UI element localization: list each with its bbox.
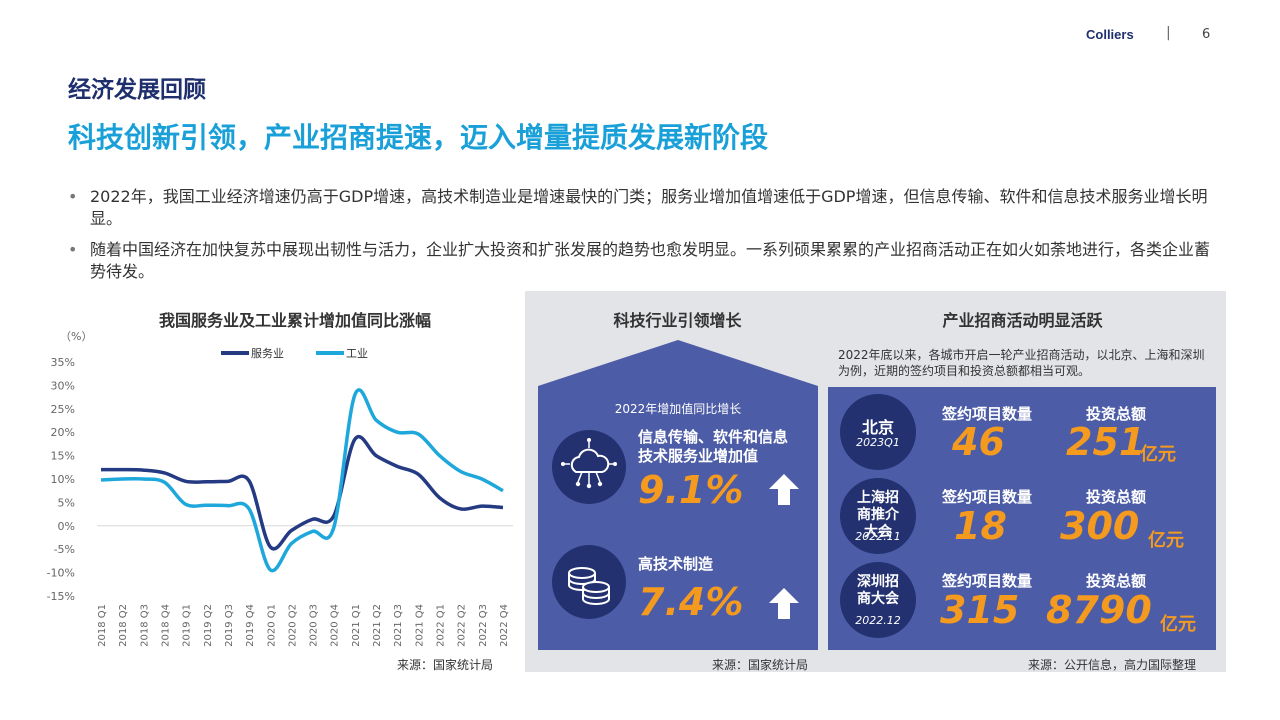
y-tick-label: 30% xyxy=(51,379,75,392)
amount-unit: 亿元 xyxy=(1140,444,1176,465)
y-tick-label: -15% xyxy=(47,590,75,603)
tech-panel-title: 科技行业引领增长 xyxy=(613,311,742,330)
x-tick-label: 2021 Q2 xyxy=(372,604,383,647)
y-tick-label: 35% xyxy=(51,356,75,369)
city-date: 2022.12 xyxy=(855,614,901,627)
y-tick-label: 15% xyxy=(51,450,75,463)
x-tick-label: 2019 Q2 xyxy=(203,604,214,647)
tech-item-value: 7.4% xyxy=(638,580,744,624)
amount-value: 8790 xyxy=(1046,588,1152,632)
projects-label: 签约项目数量 xyxy=(942,572,1033,590)
amount-label: 投资总额 xyxy=(1086,572,1147,590)
city-date: 2022.11 xyxy=(855,530,901,543)
tech-item-label: 高技术制造 xyxy=(638,555,714,573)
projects-label: 签约项目数量 xyxy=(942,405,1033,423)
headline: 科技创新引领，产业招商提速，迈入增量提质发展新阶段 xyxy=(68,121,769,154)
chart-title: 我国服务业及工业累计增加值同比涨幅 xyxy=(158,311,431,330)
x-tick-label: 2022 Q4 xyxy=(499,604,510,647)
amount-value: 251 xyxy=(1066,420,1146,464)
line-chart: （%） 35% 30% 25% 20% 15% 10% 5% 0% -5% -10% -15% 2018… xyxy=(47,330,513,647)
invest-source: 来源：公开信息，高力国际整理 xyxy=(1028,658,1197,672)
x-tick-label: 2020 Q3 xyxy=(309,604,320,647)
x-tick-label: 2019 Q3 xyxy=(224,604,235,647)
x-tick-label: 2021 Q4 xyxy=(414,604,425,647)
x-tick-label: 2021 Q1 xyxy=(351,604,362,647)
projects-label: 签约项目数量 xyxy=(942,488,1033,506)
bullet-item: 2022年，我国工业经济增速仍高于GDP增速，高技术制造业是增速最快的门类；服务… xyxy=(68,186,1218,230)
up-arrow-icon xyxy=(769,474,799,505)
legend-label: 工业 xyxy=(346,347,368,360)
x-tick-label: 2018 Q3 xyxy=(139,604,150,647)
projects-value: 18 xyxy=(954,504,1007,548)
y-tick-label: 0% xyxy=(58,520,75,533)
x-tick-label: 2022 Q3 xyxy=(478,604,489,647)
amount-value: 300 xyxy=(1060,504,1140,548)
invest-desc: 2022年底以来，各城市开启一轮产业招商活动，以北京、上海和深圳为例，近期的签约… xyxy=(838,348,1205,378)
amount-unit: 亿元 xyxy=(1148,530,1184,551)
coins-icon xyxy=(552,545,626,619)
page-number: 6 xyxy=(1202,27,1211,42)
x-tick-label: 2018 Q1 xyxy=(97,604,108,647)
x-tick-label: 2019 Q4 xyxy=(245,604,256,647)
y-tick-label: 25% xyxy=(51,403,75,416)
city-badge-shenzhen: 深圳招商大会 2022.12 xyxy=(840,562,916,638)
city-date: 2023Q1 xyxy=(856,436,900,449)
up-arrow-icon xyxy=(769,588,799,619)
bullet-list: 2022年，我国工业经济增速仍高于GDP增速，高技术制造业是增速最快的门类；服务… xyxy=(68,186,1218,292)
y-tick-label: -10% xyxy=(47,567,75,580)
city-badge-shanghai: 上海招商推介大会 2022.11 xyxy=(840,478,916,554)
projects-value: 315 xyxy=(940,588,1020,632)
invest-panel-title: 产业招商活动明显活跃 xyxy=(942,311,1103,330)
series-line-services xyxy=(100,435,504,551)
y-axis-unit: （%） xyxy=(60,330,92,343)
city-badge-beijing: 北京 2023Q1 xyxy=(840,394,916,470)
legend-label: 服务业 xyxy=(251,347,284,360)
y-tick-label: -5% xyxy=(54,543,75,556)
y-tick-label: 20% xyxy=(51,426,75,439)
amount-label: 投资总额 xyxy=(1086,488,1147,506)
tech-item-value: 9.1% xyxy=(638,468,744,512)
x-tick-label: 2021 Q3 xyxy=(393,604,404,647)
x-tick-label: 2018 Q2 xyxy=(118,604,129,647)
amount-label: 投资总额 xyxy=(1086,405,1147,423)
x-tick-label: 2020 Q1 xyxy=(266,604,277,647)
x-tick-label: 2022 Q1 xyxy=(436,604,447,647)
y-tick-label: 10% xyxy=(51,473,75,486)
section-title: 经济发展回顾 xyxy=(68,77,206,103)
x-tick-label: 2022 Q2 xyxy=(457,604,468,647)
tech-item-label: 信息传输、软件和信息技术服务业增加值 xyxy=(638,428,789,465)
x-tick-label: 2019 Q1 xyxy=(182,604,193,647)
amount-unit: 亿元 xyxy=(1160,614,1196,635)
tech-source: 来源：国家统计局 xyxy=(712,658,809,672)
y-tick-label: 5% xyxy=(58,496,75,509)
x-tick-label: 2020 Q2 xyxy=(287,604,298,647)
projects-value: 46 xyxy=(952,420,1005,464)
series-line-industry xyxy=(100,388,504,573)
city-name: 深圳招商大会 xyxy=(857,574,899,607)
tech-subtitle: 2022年增加值同比增长 xyxy=(614,402,742,416)
brand-logo: Colliers xyxy=(1086,27,1134,42)
city-name: 北京 xyxy=(861,418,894,437)
bullet-item: 随着中国经济在加快复苏中展现出韧性与活力，企业扩大投资和扩张发展的趋势也愈发明显… xyxy=(68,239,1218,283)
x-tick-label: 2018 Q4 xyxy=(160,604,171,647)
x-tick-label: 2020 Q4 xyxy=(330,604,341,647)
cloud-network-icon xyxy=(552,430,626,504)
header-separator: | xyxy=(1166,25,1171,41)
city-name: 上海招商推介大会 xyxy=(857,490,899,540)
chart-source: 来源：国家统计局 xyxy=(397,658,494,672)
